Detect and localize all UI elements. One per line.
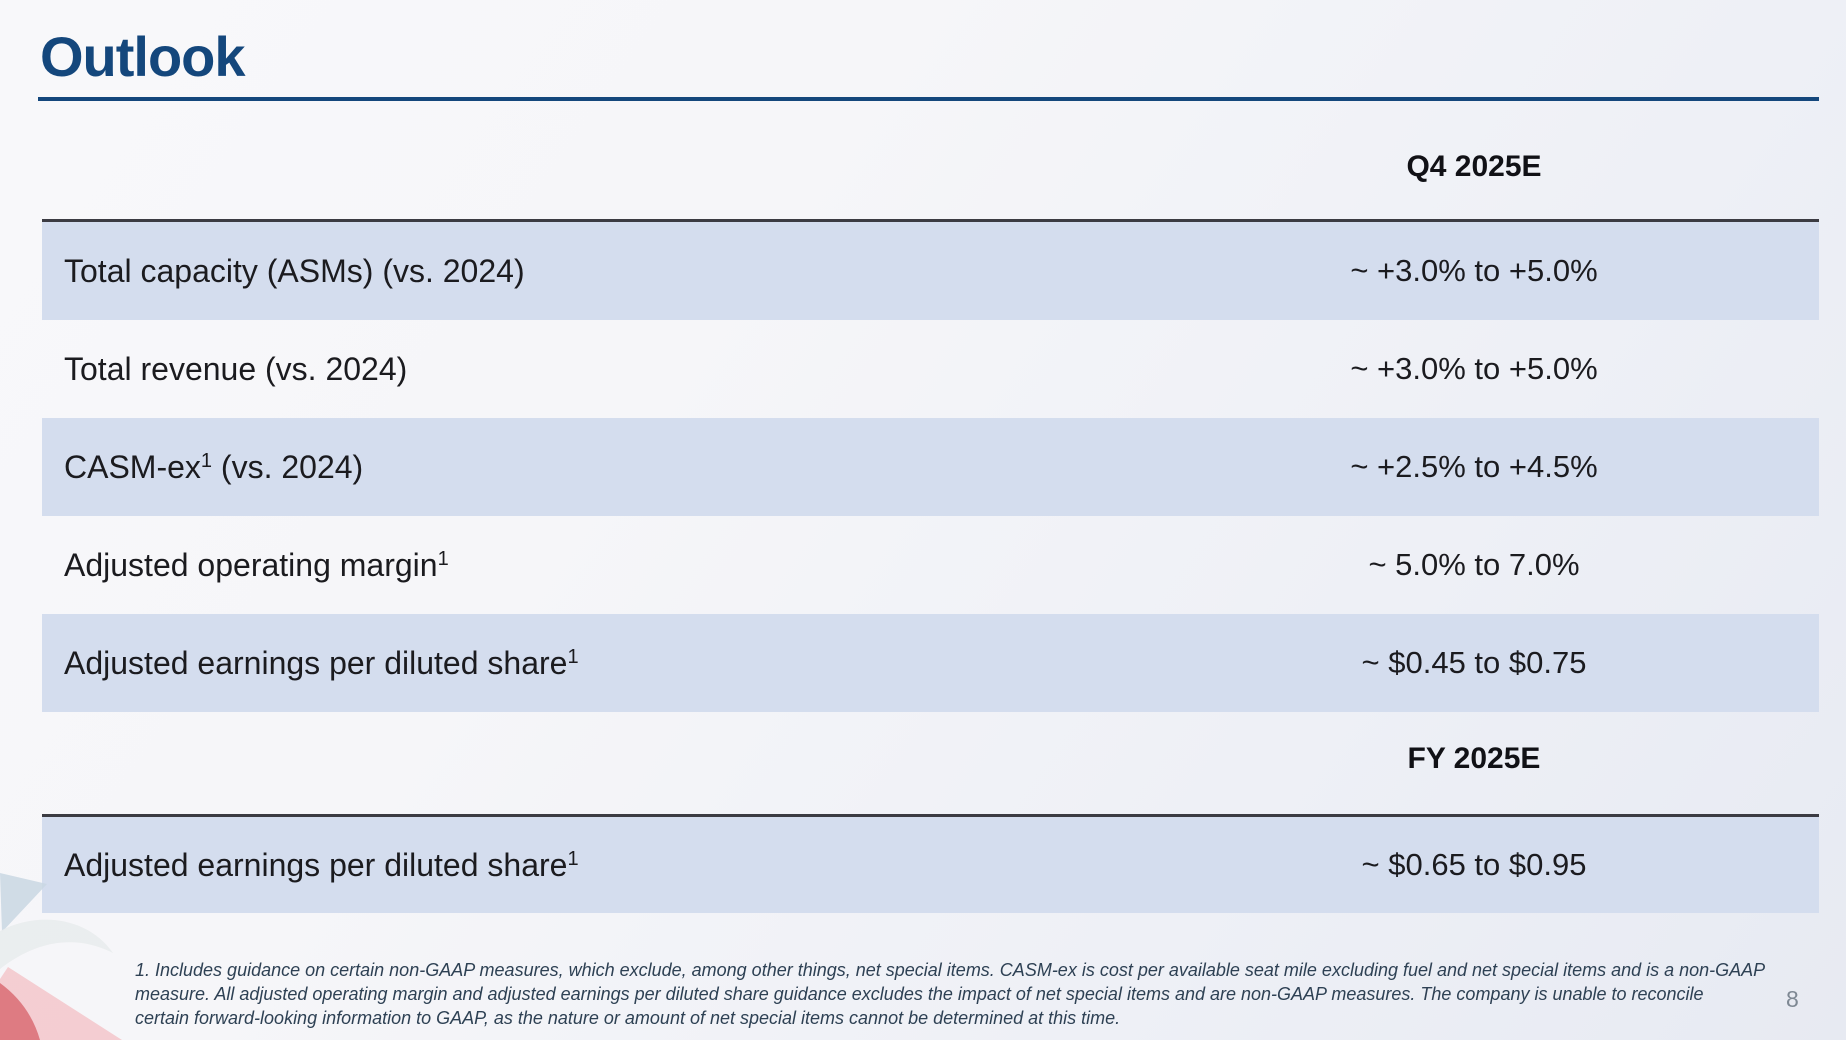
footnote-line: 1. Includes guidance on certain non-GAAP… [135, 960, 1766, 980]
metric-value: ~ 5.0% to 7.0% [1368, 547, 1580, 582]
footnote-marker: 1 [437, 547, 449, 570]
metric-value: ~ +3.0% to +5.0% [1350, 351, 1598, 386]
table-row: CASM-ex1 (vs. 2024) ~ +2.5% to +4.5% [42, 418, 1819, 516]
fy-column-header: FY 2025E [1407, 742, 1541, 775]
footnote-marker: 1 [567, 847, 579, 870]
metric-label: Total capacity (ASMs) (vs. 2024) [64, 252, 525, 289]
table-row: Total capacity (ASMs) (vs. 2024) ~ +3.0%… [42, 222, 1819, 320]
outlook-table-q4: Total capacity (ASMs) (vs. 2024) ~ +3.0%… [42, 219, 1819, 712]
metric-value: ~ $0.45 to $0.75 [1361, 645, 1587, 680]
page-number: 8 [1786, 986, 1799, 1012]
metric-label: Adjusted earnings per diluted share1 [64, 644, 579, 681]
table-row: Adjusted earnings per diluted share1 ~ $… [42, 614, 1819, 712]
metric-value: ~ +3.0% to +5.0% [1350, 253, 1598, 288]
metric-label: Adjusted operating margin1 [64, 546, 449, 583]
metric-value: ~ $0.65 to $0.95 [1361, 847, 1587, 882]
footnote: 1. Includes guidance on certain non-GAAP… [135, 958, 1765, 1030]
table-row: Total revenue (vs. 2024) ~ +3.0% to +5.0… [42, 320, 1819, 418]
footnote-marker: 1 [567, 645, 579, 668]
metric-label: Adjusted earnings per diluted share1 [64, 846, 579, 883]
title-underline [38, 97, 1819, 101]
q4-column-header: Q4 2025E [1406, 150, 1542, 183]
metric-value: ~ +2.5% to +4.5% [1350, 449, 1598, 484]
footnote-marker: 1 [200, 449, 213, 472]
page-title: Outlook [40, 25, 246, 88]
footnote-line: measure. All adjusted operating margin a… [135, 984, 1704, 1004]
metric-label: CASM-ex1 (vs. 2024) [64, 448, 364, 485]
table-row: Adjusted operating margin1 ~ 5.0% to 7.0… [42, 516, 1819, 614]
table-row: Adjusted earnings per diluted share1 ~ $… [42, 817, 1819, 913]
outlook-table-fy: Adjusted earnings per diluted share1 ~ $… [42, 814, 1819, 913]
metric-label: Total revenue (vs. 2024) [64, 350, 408, 387]
footnote-line: certain forward-looking information to G… [135, 1008, 1121, 1028]
